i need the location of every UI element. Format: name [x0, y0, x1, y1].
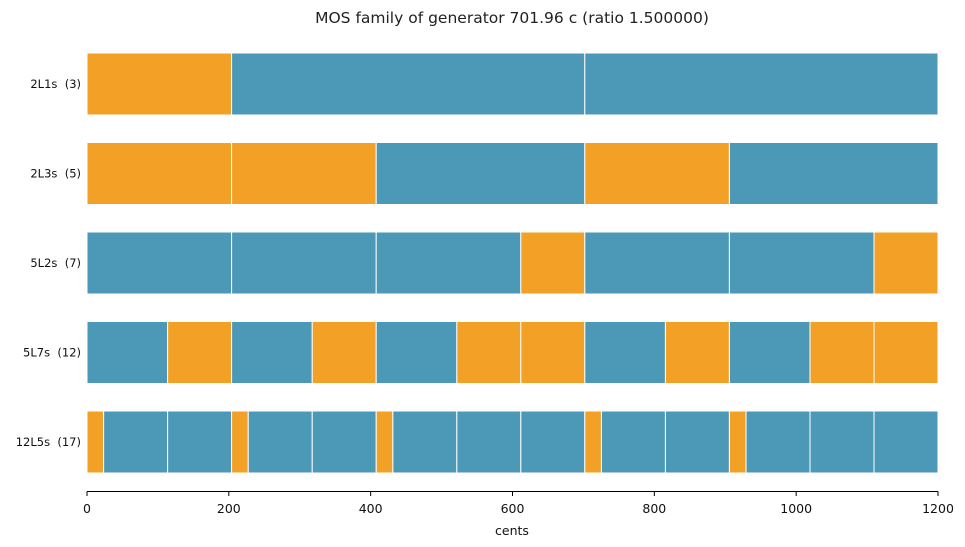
segment-large-step — [728, 142, 939, 205]
x-ticks: 0 200 400 600 800 1000 1200 — [83, 491, 954, 516]
segment-small-step — [231, 142, 377, 205]
segment-large-step — [247, 410, 313, 474]
segment-small-step — [86, 142, 233, 205]
segment-large-step — [167, 410, 233, 474]
segment-large-step — [809, 410, 875, 474]
segment-large-step — [584, 52, 939, 116]
segment-small-step — [231, 410, 249, 474]
segment-large-step — [86, 321, 169, 384]
segment-small-step — [728, 410, 747, 474]
segment-large-step — [375, 142, 586, 205]
segment-large-step — [103, 410, 169, 474]
segment-small-step — [809, 321, 875, 384]
x-tick-label: 600 — [501, 501, 525, 516]
segment-large-step — [231, 231, 377, 295]
segment-large-step — [375, 231, 522, 295]
segment-small-step — [86, 52, 233, 116]
x-tick-label: 200 — [217, 501, 241, 516]
row-label: 2L3s (5) — [30, 167, 81, 181]
bars-group — [86, 52, 939, 474]
row-label: 12L5s (17) — [16, 435, 81, 449]
segment-small-step — [167, 321, 233, 384]
chart-title: MOS family of generator 701.96 c (ratio … — [315, 9, 709, 27]
segment-large-step — [728, 231, 875, 295]
segment-small-step — [584, 142, 730, 205]
x-tick-label: 400 — [359, 501, 383, 516]
segment-small-step — [520, 321, 586, 384]
segment-small-step — [873, 321, 939, 384]
segment-large-step — [745, 410, 811, 474]
row-label: 5L2s (7) — [30, 256, 81, 270]
segment-large-step — [584, 231, 730, 295]
x-tick-label: 0 — [83, 501, 91, 516]
segment-small-step — [664, 321, 730, 384]
segment-large-step — [311, 410, 377, 474]
segment-large-step — [600, 410, 666, 474]
row-labels: 2L1s (3) 2L3s (5) 5L2s (7) 5L7s (12) 12L5s (… — [16, 77, 81, 449]
segment-large-step — [873, 410, 939, 474]
segment-small-step — [520, 231, 586, 295]
segment-large-step — [86, 231, 233, 295]
segment-small-step — [311, 321, 377, 384]
segment-small-step — [456, 321, 522, 384]
x-tick-label: 800 — [642, 501, 666, 516]
segment-large-step — [664, 410, 730, 474]
segment-small-step — [375, 410, 394, 474]
segment-small-step — [86, 410, 105, 474]
segment-large-step — [584, 321, 666, 384]
segment-large-step — [520, 410, 586, 474]
x-axis-label: cents — [495, 523, 529, 538]
segment-small-step — [584, 410, 602, 474]
row-label: 5L7s (12) — [23, 346, 81, 360]
x-tick-label: 1000 — [780, 501, 812, 516]
segment-small-step — [873, 231, 939, 295]
segment-large-step — [728, 321, 811, 384]
segment-large-step — [392, 410, 458, 474]
segment-large-step — [231, 52, 586, 116]
segment-large-step — [375, 321, 458, 384]
x-tick-label: 1200 — [922, 501, 954, 516]
segment-large-step — [231, 321, 313, 384]
row-label: 2L1s (3) — [30, 77, 81, 91]
segment-large-step — [456, 410, 522, 474]
